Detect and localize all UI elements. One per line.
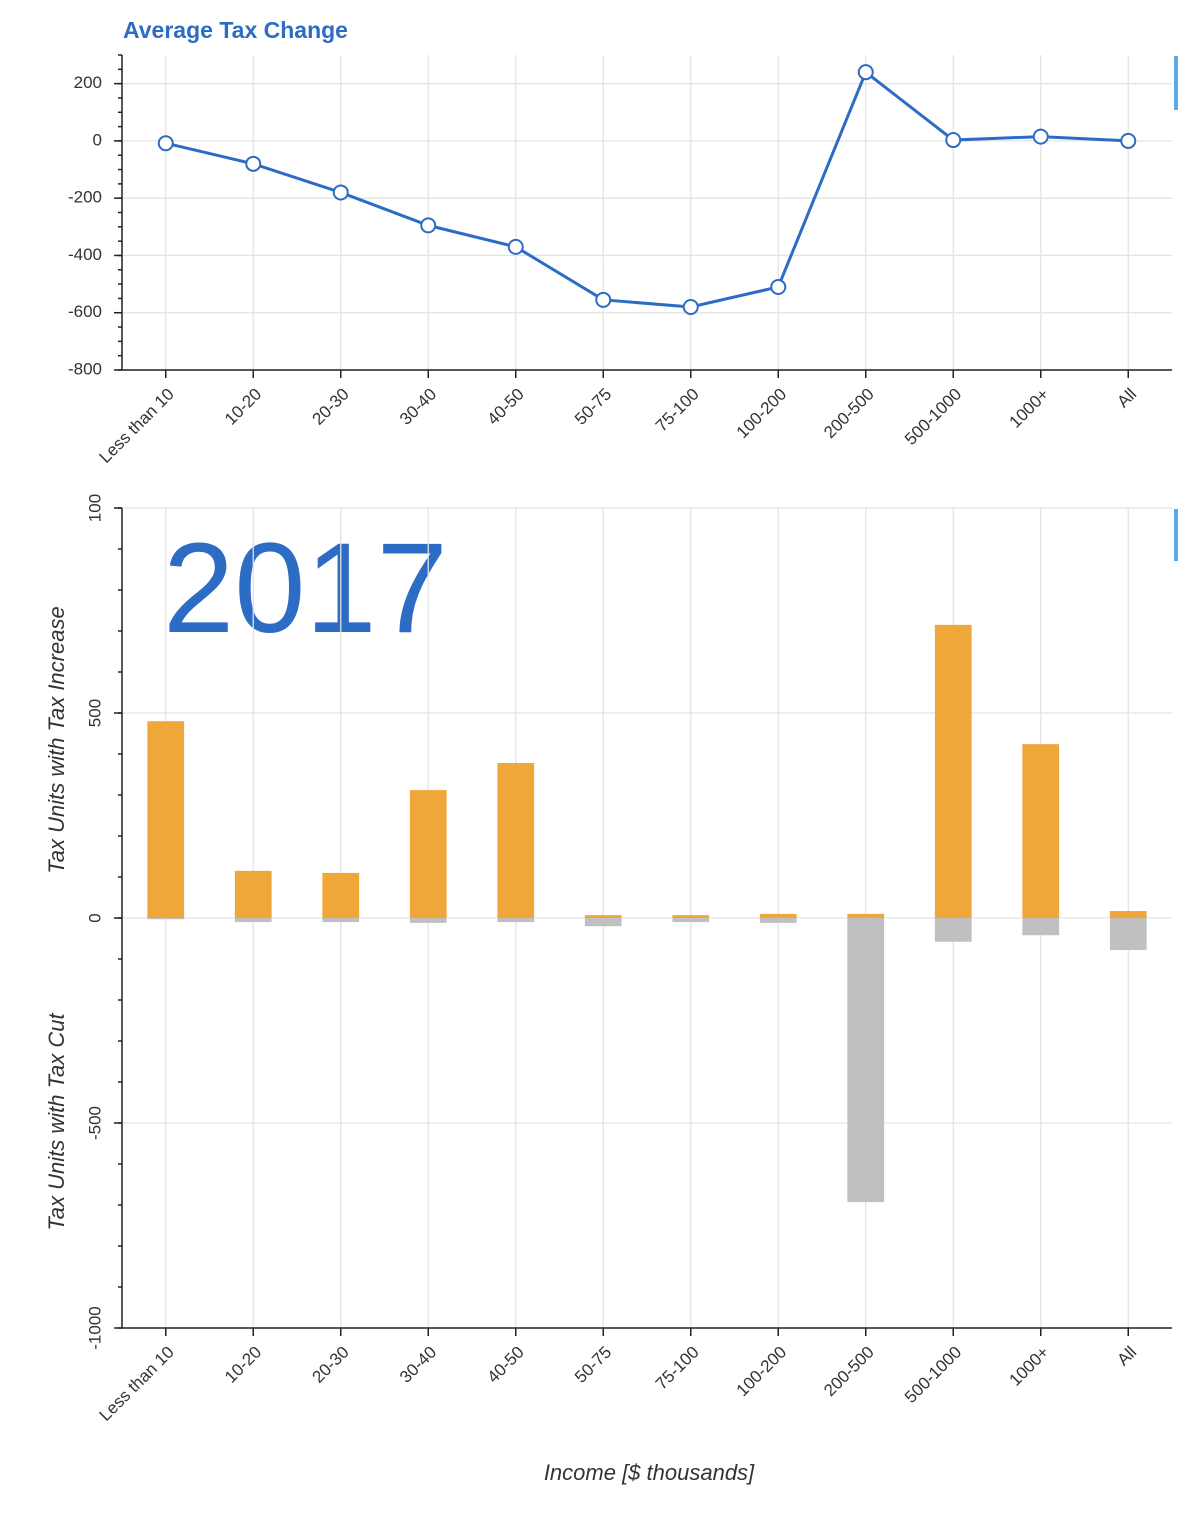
bar [322,918,360,923]
x-axis-label: Income [$ thousands] [544,1460,755,1485]
x-tick-label: 100-200 [733,1343,791,1401]
x-tick-label: 40-50 [484,1343,528,1387]
bar [934,624,972,918]
y-tick-label: -800 [68,359,102,378]
chart-title: Average Tax Change [123,17,348,43]
x-tick-label: 75-100 [652,1343,703,1394]
point [1032,128,1049,145]
x-tick-label: 1000+ [1006,385,1053,432]
y-tick-label: -1000 [85,1306,104,1349]
point [945,132,962,149]
line [165,69,1129,309]
bar [497,918,535,923]
bar [759,913,797,918]
x-tick-label: Less than 10 [95,385,177,467]
bar [1022,744,1060,918]
scroll-indicator [1174,509,1178,561]
bar [234,918,272,923]
bar [672,918,710,923]
y-tick-label: 0 [85,913,104,922]
point [682,299,699,315]
point [157,135,174,152]
x-tick-label: Less than 10 [95,1343,177,1425]
x-tick-label: 30-40 [396,385,440,429]
point [245,155,262,172]
point [857,64,874,81]
point [332,184,349,201]
x-tick-label: 75-100 [652,385,703,436]
x-tick-label: 20-30 [309,385,353,429]
x-tick-label: 200-500 [820,385,878,443]
bar [147,721,185,918]
y-tick-label: 100 [85,494,104,522]
bar [672,915,710,918]
bar [584,915,622,918]
x-tick-label: 500-1000 [901,385,965,449]
bar [847,913,885,918]
y-tick-label: -500 [85,1106,104,1140]
x-tick-label: 500-1000 [901,1343,965,1407]
y-tick-label: -600 [68,302,102,321]
x-tick-label: 40-50 [484,385,528,429]
y-tick-label: -400 [68,245,102,264]
year-annotation: 2017 [163,517,448,660]
x-tick-label: 200-500 [820,1343,878,1401]
bar [409,918,447,923]
bar [759,918,797,923]
x-tick-label: 30-40 [396,1343,440,1387]
y-tick-label: 0 [93,130,102,149]
x-tick-label: 10-20 [221,385,265,429]
bar [934,918,972,942]
x-tick-label: 10-20 [221,1343,265,1387]
scroll-indicator [1174,56,1178,110]
x-tick-label: 50-75 [571,1343,615,1387]
point [1120,132,1137,149]
bar [1109,911,1147,918]
y-tick-label: 500 [85,699,104,727]
x-tick-label: 20-30 [309,1343,353,1387]
x-tick-label: All [1113,385,1140,412]
bar [409,790,447,918]
point [595,291,612,308]
x-tick-label: All [1113,1343,1140,1370]
x-tick-label: 100-200 [733,385,791,443]
bar [847,918,885,1203]
point [507,238,524,255]
bar [322,872,360,918]
bar [1109,918,1147,950]
bar [497,763,535,918]
bar [1022,918,1060,936]
y-tick-label: 200 [74,73,102,92]
bar [147,918,185,920]
y-axis-label: Tax Units with Tax Cut [44,1012,69,1230]
y-axis-label: Tax Units with Tax Increase [44,606,69,873]
x-tick-label: 1000+ [1006,1343,1053,1390]
point [770,278,787,295]
point [420,217,437,234]
bar [584,918,622,927]
bar [234,870,272,918]
x-tick-label: 50-75 [571,385,615,429]
y-tick-label: -200 [68,188,102,207]
